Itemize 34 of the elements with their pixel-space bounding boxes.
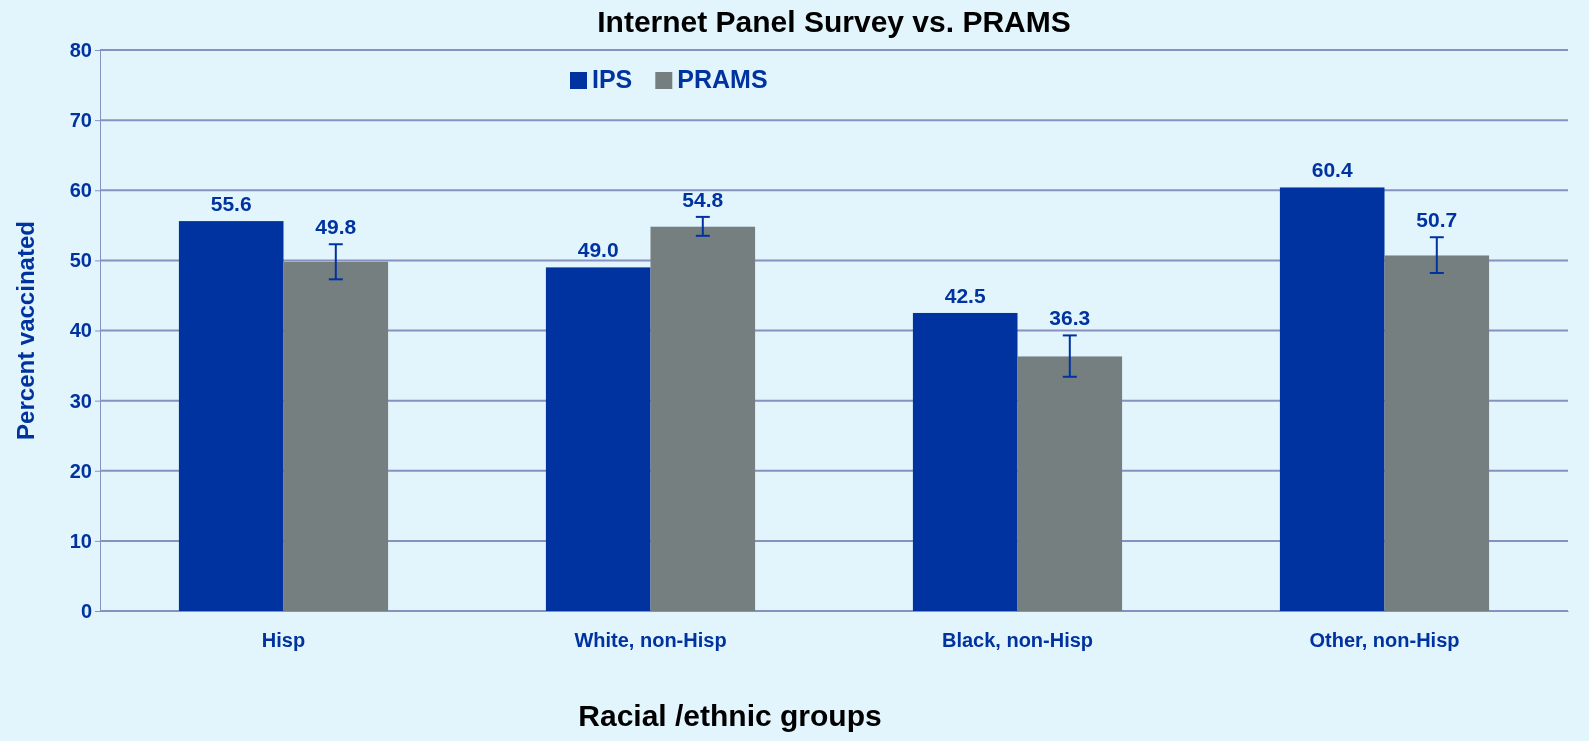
x-axis-title: Racial /ethnic groups [578, 699, 882, 732]
y-tick-label: 50 [69, 249, 92, 272]
bar [1017, 356, 1123, 611]
y-tick-label: 20 [69, 459, 92, 482]
data-label: 60.4 [1311, 158, 1353, 182]
y-tick-label: 70 [69, 109, 92, 132]
y-tick-label: 0 [80, 599, 92, 622]
x-tick-label: Black, non-Hisp [941, 629, 1094, 652]
bar [650, 226, 756, 611]
data-label: 49.8 [315, 215, 357, 239]
bar [545, 267, 651, 611]
bar [283, 261, 389, 611]
legend-label: IPS [592, 65, 633, 93]
y-tick-label: 60 [69, 179, 92, 202]
chart-title: Internet Panel Survey vs. PRAMS [597, 5, 1071, 38]
y-axis-title: Percent vaccinated [12, 221, 39, 440]
bar [178, 221, 284, 611]
data-label: 49.0 [577, 238, 619, 262]
data-label: 55.6 [210, 192, 252, 216]
data-label: 54.8 [682, 187, 724, 211]
y-tick-label: 40 [69, 319, 92, 342]
data-label: 42.5 [944, 283, 986, 307]
data-label: 36.3 [1049, 306, 1091, 330]
bar [1279, 187, 1385, 611]
legend-label: PRAMS [677, 65, 768, 93]
bar [912, 312, 1018, 611]
y-tick-label: 80 [69, 38, 92, 61]
data-label: 50.7 [1416, 208, 1458, 232]
x-tick-label: Hisp [261, 629, 306, 652]
y-tick-label: 10 [69, 529, 92, 552]
bar [1384, 255, 1490, 611]
x-tick-label: Other, non-Hisp [1309, 629, 1460, 652]
x-tick-label: White, non-Hisp [574, 629, 727, 652]
y-tick-label: 30 [69, 389, 92, 412]
